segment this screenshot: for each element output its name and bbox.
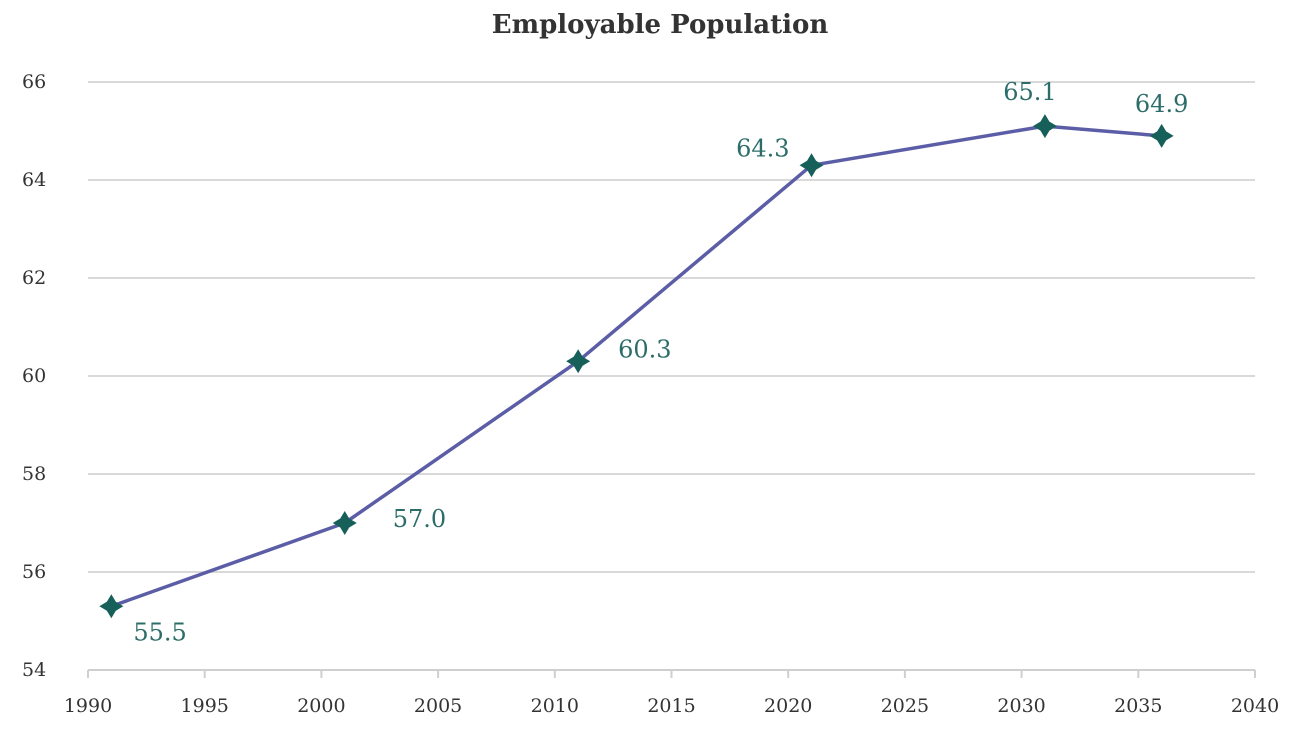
x-axis-ticks: 1990 1995 2000 2005 2010 2015 2020 2025 2030 2035…: [64, 670, 1279, 717]
x-tick-label: 2020: [764, 695, 812, 717]
y-tick-label: 60: [22, 365, 46, 387]
y-tick-label: 54: [22, 659, 46, 681]
y-tick-label: 56: [22, 561, 46, 583]
data-point-marker: [799, 153, 824, 178]
data-point-marker: [566, 349, 591, 374]
data-point-marker: [1032, 114, 1057, 139]
data-label: 57.0: [393, 505, 446, 533]
x-tick-label: 2000: [297, 695, 345, 717]
chart-title: Employable Population: [492, 10, 829, 40]
data-label: 60.3: [618, 335, 671, 363]
y-tick-label: 66: [22, 71, 46, 93]
y-tick-label: 64: [22, 169, 46, 191]
x-tick-label: 2005: [414, 695, 462, 717]
series-line: [110, 124, 1162, 608]
x-tick-label: 2010: [531, 695, 579, 717]
x-tick-label: 2025: [881, 695, 929, 717]
x-tick-label: 1990: [64, 695, 112, 717]
data-label: 65.1: [1003, 78, 1056, 106]
data-markers: [99, 114, 1174, 619]
data-label: 64.9: [1135, 90, 1188, 118]
y-axis-ticks: 54 56 58 60 62 64 66: [22, 71, 46, 681]
x-tick-label: 2035: [1114, 695, 1162, 717]
data-label: 64.3: [736, 134, 789, 162]
data-labels: 55.5 57.0 60.3 64.3 65.1 64.9: [133, 78, 1188, 646]
y-tick-label: 62: [22, 267, 46, 289]
x-tick-label: 2015: [647, 695, 695, 717]
x-tick-label: 2030: [997, 695, 1045, 717]
y-tick-label: 58: [22, 463, 46, 485]
data-point-marker: [332, 511, 357, 535]
x-tick-label: 2040: [1231, 695, 1279, 717]
data-label: 55.5: [133, 618, 186, 646]
grid-lines: [88, 81, 1255, 573]
series: [110, 124, 1162, 608]
data-point-marker: [1149, 123, 1174, 148]
x-tick-label: 1995: [181, 695, 229, 717]
data-point-marker: [99, 594, 124, 619]
